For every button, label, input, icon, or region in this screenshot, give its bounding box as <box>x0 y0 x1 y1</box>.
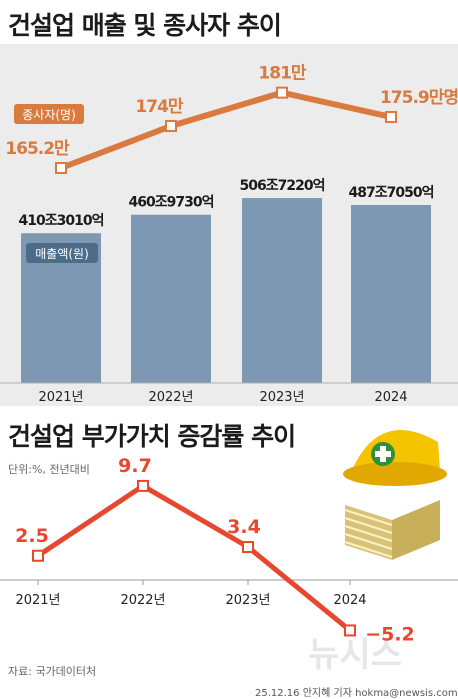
revenue-value-label: 487조7050억 <box>349 185 434 201</box>
growth-point <box>32 549 44 562</box>
growth-x-tick-label: 2024 <box>333 593 366 608</box>
revenue-bar-2022년 <box>131 214 211 383</box>
workers-legend-label: 종사자(명) <box>22 108 76 122</box>
bar-x-tick-label: 2022년 <box>148 390 193 405</box>
source-note: 자료: 국가데이터처 <box>8 665 97 678</box>
revenue-legend-label: 매출액(원) <box>35 247 89 261</box>
building-stripe <box>344 525 393 542</box>
construction-illustration <box>343 429 447 560</box>
hard-hat-brim <box>343 462 447 486</box>
building-stripe <box>344 541 393 558</box>
growth-value-label: 9.7 <box>118 455 152 477</box>
growth-line <box>36 483 352 633</box>
workers-point <box>55 162 67 174</box>
workers-point <box>165 120 177 133</box>
workers-value-label: 165.2만 <box>5 139 70 159</box>
credit-note: 25.12.16 안지혜 기자 hokma@newsis.com <box>255 688 458 699</box>
growth-value-label: 3.4 <box>227 516 261 538</box>
workers-point <box>385 110 397 123</box>
watermark: 뉴시스 <box>308 635 402 675</box>
growth-value-label: −5.2 <box>365 623 415 645</box>
workers-value-label: 181만 <box>258 64 306 84</box>
growth-point <box>344 624 356 637</box>
workers-value-label: 174만 <box>135 97 183 117</box>
revenue-value-label: 410조3010억 <box>19 213 104 229</box>
workers-value-label: 175.9만명 <box>380 88 458 108</box>
growth-x-tick-label: 2022년 <box>120 593 165 608</box>
sub-title: 건설업 부가가치 증감률 추이 <box>8 422 296 451</box>
bar-x-tick-label: 2021년 <box>38 390 83 405</box>
growth-point <box>242 541 254 554</box>
building-stripe <box>344 533 393 550</box>
building-stripe <box>344 509 393 526</box>
growth-point <box>137 479 149 492</box>
main-title: 건설업 매출 및 종사자 추이 <box>8 11 282 40</box>
revenue-value-label: 506조7220억 <box>240 178 325 194</box>
building-stripe <box>344 517 393 534</box>
revenue-value-label: 460조9730억 <box>129 195 214 211</box>
bar-x-tick-label: 2023년 <box>259 390 304 405</box>
growth-x-tick-label: 2023년 <box>225 593 270 608</box>
revenue-legend-box <box>26 243 98 263</box>
unit-note: 단위:%, 전년대비 <box>8 463 90 476</box>
bar-x-tick-label: 2024 <box>374 390 407 405</box>
badge-cross-h <box>375 451 391 457</box>
growth-value-label: 2.5 <box>15 525 49 547</box>
workers-point <box>276 86 288 99</box>
workers-line <box>59 89 392 171</box>
revenue-bar-2024 <box>351 204 431 383</box>
building-right-face <box>392 500 440 560</box>
revenue-bar-2023년 <box>242 198 322 383</box>
growth-x-tick-label: 2021년 <box>15 593 60 608</box>
workers-legend-box <box>14 104 84 124</box>
